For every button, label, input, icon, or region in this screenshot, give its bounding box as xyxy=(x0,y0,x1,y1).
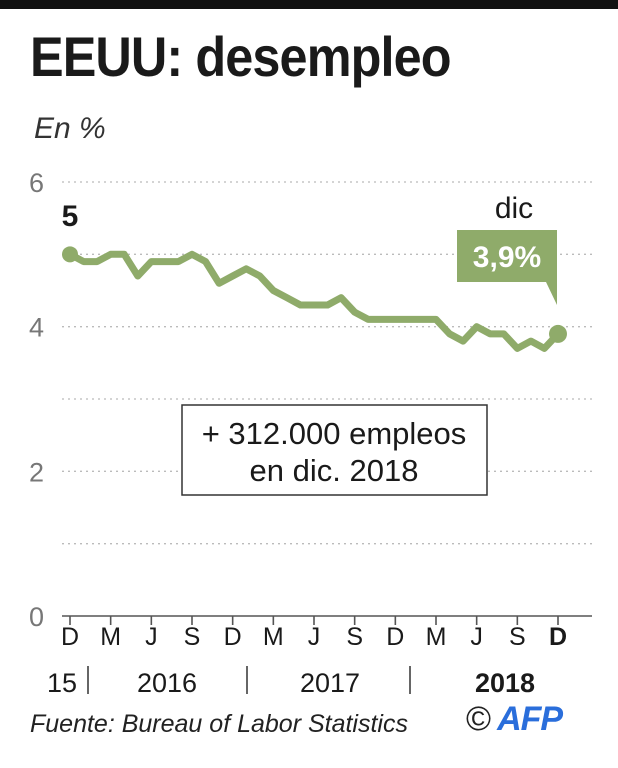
y-tick-label: 6 xyxy=(29,168,44,198)
month-tick-label: J xyxy=(308,623,321,651)
end-month-label: dic xyxy=(495,192,533,225)
start-point xyxy=(62,246,78,263)
afp-logo: © AFP xyxy=(466,700,563,739)
end-value-label: 3,9% xyxy=(473,241,541,274)
month-tick-label: D xyxy=(386,623,404,651)
end-point xyxy=(549,324,567,343)
chart-title: EEUU: desempleo xyxy=(30,25,452,88)
month-tick-label: J xyxy=(145,623,158,651)
copyright-icon: © xyxy=(466,700,492,738)
jobs-note: + 312.000 empleos en dic. 2018 xyxy=(181,404,488,496)
month-tick-label: S xyxy=(184,623,201,651)
month-tick-label: J xyxy=(470,623,483,651)
afp-brand: AFP xyxy=(497,700,563,738)
month-tick-label: D xyxy=(61,623,79,651)
unemployment-line xyxy=(66,250,562,352)
month-tick-label: M xyxy=(426,623,447,651)
y-tick-labels: 0 2 4 6 xyxy=(29,168,44,632)
y-tick-label: 4 xyxy=(29,313,44,343)
year-label: 2016 xyxy=(137,668,197,698)
jobs-note-line2: en dic. 2018 xyxy=(250,453,419,488)
start-value-label: 5 xyxy=(62,200,79,233)
month-tick-label: S xyxy=(509,623,526,651)
source-note: Fuente: Bureau of Labor Statistics xyxy=(30,710,408,738)
jobs-note-line1: + 312.000 empleos xyxy=(202,416,467,451)
x-axis xyxy=(62,615,592,625)
year-label: 2018 xyxy=(475,668,535,698)
y-tick-label: 2 xyxy=(29,457,44,487)
year-label: 2017 xyxy=(300,668,360,698)
month-tick-label: M xyxy=(100,623,121,651)
y-tick-label: 0 xyxy=(29,602,44,632)
top-bar xyxy=(0,0,618,9)
month-tick-label: D xyxy=(549,623,567,651)
year-label: 15 xyxy=(47,668,77,698)
month-tick-label: D xyxy=(224,623,242,651)
unit-label: En % xyxy=(34,112,106,145)
end-value-callout: 3,9% xyxy=(457,230,557,305)
month-tick-label: M xyxy=(263,623,284,651)
year-labels: 15 2016 2017 2018 xyxy=(47,666,535,698)
month-tick-label: S xyxy=(346,623,363,651)
